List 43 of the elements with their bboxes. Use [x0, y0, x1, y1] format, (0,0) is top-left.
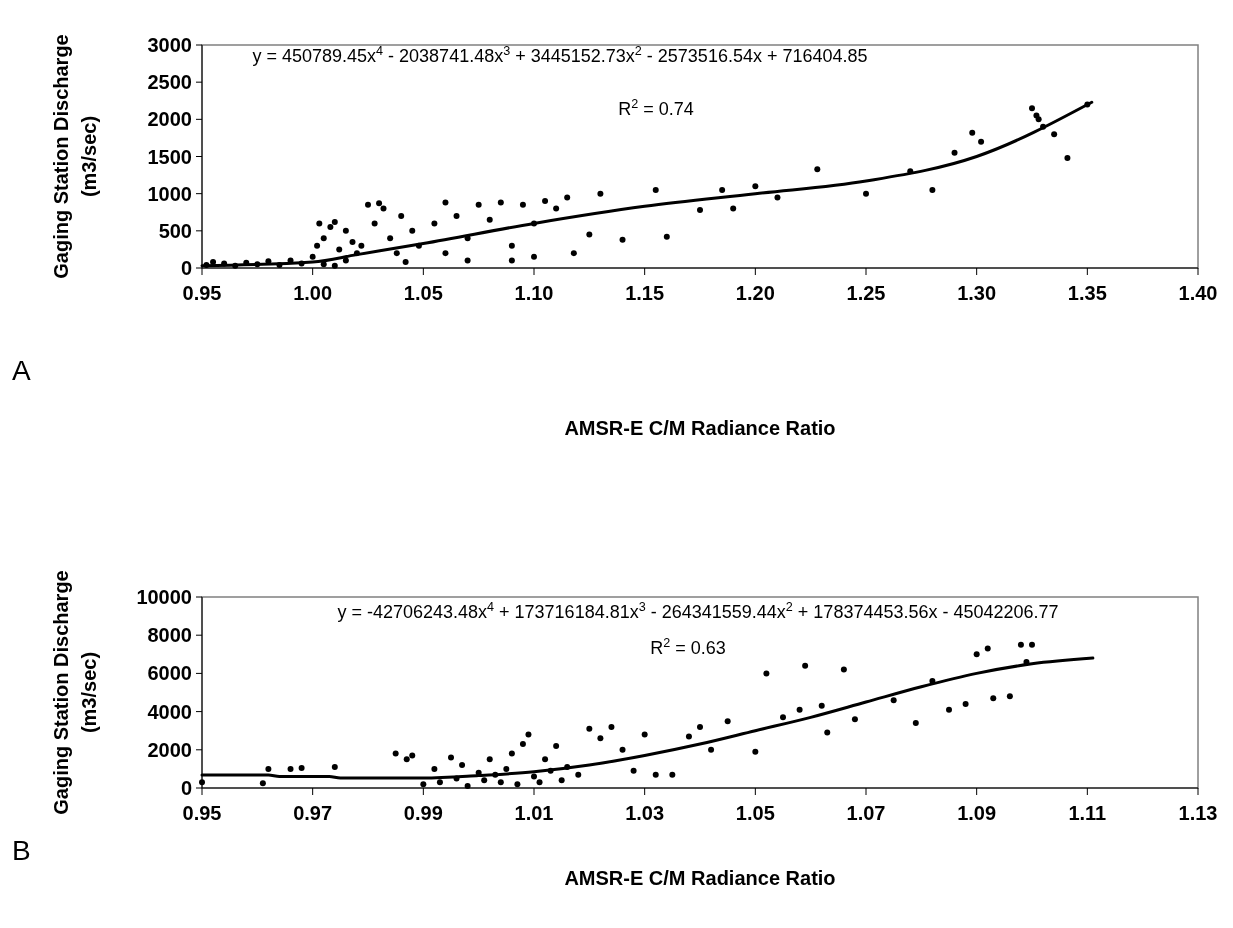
y-tick-label: 2000: [147, 108, 192, 131]
x-tick-label: 1.20: [735, 282, 775, 304]
x-tick-label: 1.10: [514, 282, 554, 304]
y-tick-label: 4000: [147, 700, 192, 723]
x-tick-label: 1.05: [735, 802, 775, 824]
y-tick-label: 10000: [136, 586, 192, 608]
y-tick-label: 2000: [147, 738, 192, 761]
x-tick-label: 1.35: [1067, 282, 1107, 304]
x-tick-label: 1.40: [1178, 282, 1218, 304]
y-tick-label: 3000: [147, 34, 192, 56]
x-tick-label: 0.95: [182, 802, 222, 824]
x-tick-label: 1.03: [625, 802, 665, 824]
x-tick-label: 1.15: [625, 282, 665, 304]
x-tick-label: 0.97: [293, 802, 333, 824]
y-axis-title: Gaging Station Discharge (m3/sec): [50, 570, 100, 815]
x-tick-label: 0.99: [403, 802, 443, 824]
y-tick-label: 6000: [147, 662, 192, 685]
x-tick-label: 1.05: [403, 282, 443, 304]
y-tick-label: 1000: [147, 182, 192, 205]
text: B: [12, 835, 31, 866]
annotation: y = 450789.45x$^{4}$ - 2038741.48x$^{3}$ + 3445152.73x$^{2}$ - 2573516.54x + 716404.85: [252, 44, 868, 67]
annotation: R$^{2}$ = 0.74: [618, 97, 694, 120]
y-tick-label: 1500: [147, 145, 192, 168]
y-tick-label: 500: [158, 219, 192, 242]
y-tick-label: 0: [180, 777, 192, 799]
x-tick-label: 1.07: [846, 802, 886, 824]
x-tick-label: 1.13: [1178, 802, 1218, 824]
x-axis-title: AMSR-E C/M Radiance Ratio: [564, 867, 836, 889]
x-tick-label: 1.25: [846, 282, 886, 304]
y-tick-label: 2500: [147, 71, 192, 94]
x-tick-label: 0.95: [182, 282, 222, 304]
x-tick-label: 1.09: [957, 802, 997, 824]
y-tick-label: 8000: [147, 624, 192, 647]
x-tick-label: 1.01: [514, 802, 554, 824]
text: A: [12, 355, 31, 386]
y-axis-title: Gaging Station Discharge (m3/sec): [50, 34, 100, 279]
annotation: y = -42706243.48x$^{4}$ + 173716184.81x$^{3}$ - 264341559.44x$^{2}$ + 178374453.56x - 45042206.77: [337, 600, 1059, 623]
annotation: R$^{2}$ = 0.63: [650, 636, 726, 659]
x-tick-label: 1.00: [293, 282, 333, 304]
x-tick-label: 1.30: [957, 282, 997, 304]
x-axis-title: AMSR-E C/M Radiance Ratio: [564, 417, 836, 439]
y-tick-label: 0: [180, 257, 192, 279]
x-tick-label: 1.11: [1068, 802, 1107, 824]
